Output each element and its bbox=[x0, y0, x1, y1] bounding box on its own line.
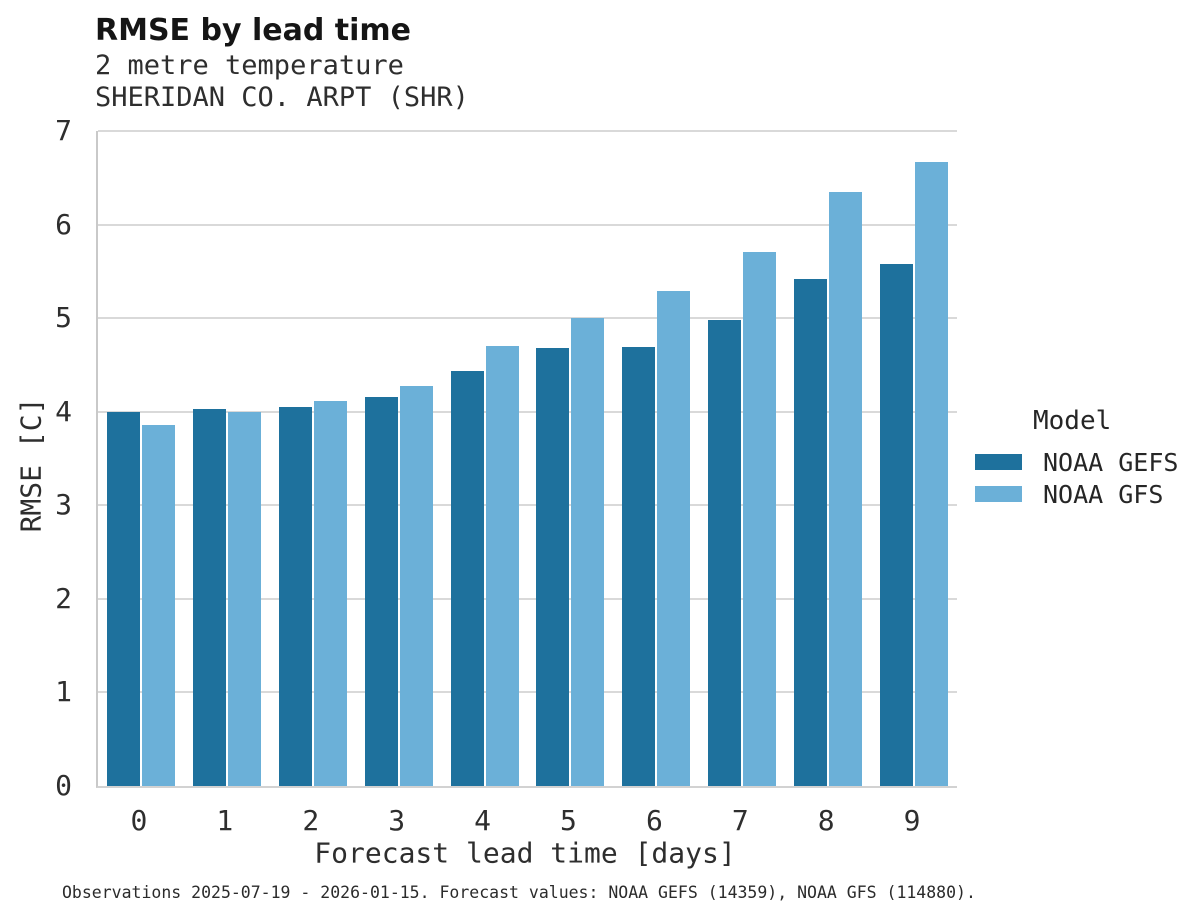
legend-items: NOAA GEFS NOAA GFS bbox=[975, 446, 1178, 510]
bar-group-lead-5 bbox=[528, 318, 614, 786]
y-tick-label-5: 5 bbox=[55, 301, 72, 335]
y-tick-label-3: 3 bbox=[55, 488, 72, 522]
bar-series-container bbox=[98, 131, 957, 786]
x-axis-label: Forecast lead time [days] bbox=[314, 836, 736, 870]
y-tick-label-6: 6 bbox=[55, 207, 72, 241]
gridline-y-3 bbox=[98, 504, 957, 507]
y-tick-label-7: 7 bbox=[55, 114, 72, 147]
x-tick-label-1: 1 bbox=[216, 804, 234, 837]
bar-group-lead-9 bbox=[871, 161, 957, 786]
x-tick-label-7: 7 bbox=[731, 804, 749, 837]
bar-noaa-gefs-lead-5 bbox=[536, 348, 570, 786]
legend-item-noaa-gfs: NOAA GFS bbox=[975, 478, 1178, 510]
bar-noaa-gfs-lead-6 bbox=[657, 291, 691, 786]
x-tick-label-4: 4 bbox=[474, 804, 491, 837]
plot-area bbox=[96, 130, 957, 788]
bar-noaa-gefs-lead-6 bbox=[622, 347, 656, 786]
bar-noaa-gefs-lead-2 bbox=[278, 407, 312, 786]
legend-label: NOAA GEFS bbox=[1043, 447, 1179, 477]
y-tick-label-2: 2 bbox=[55, 581, 72, 615]
y-tick-label-1: 1 bbox=[55, 675, 72, 709]
bar-group-lead-3 bbox=[356, 386, 442, 786]
x-tick-label-0: 0 bbox=[130, 804, 148, 837]
y-tick-label-4: 4 bbox=[55, 394, 72, 428]
gridline-y-6 bbox=[98, 223, 957, 226]
chart-title: RMSE by lead time bbox=[95, 13, 411, 48]
y-axis-ticks: 0 1 2 3 4 5 6 7 bbox=[0, 117, 72, 800]
bar-noaa-gfs-lead-1 bbox=[227, 411, 261, 786]
bar-noaa-gfs-lead-8 bbox=[829, 191, 863, 786]
bar-noaa-gfs-lead-7 bbox=[743, 251, 777, 786]
bar-noaa-gfs-lead-4 bbox=[485, 346, 519, 786]
y-axis-label: RMSE [C] bbox=[14, 397, 48, 533]
x-tick-label-3: 3 bbox=[388, 804, 406, 837]
x-tick-label-2: 2 bbox=[302, 804, 320, 837]
footer-caption: Observations 2025-07-19 - 2026-01-15. Fo… bbox=[62, 883, 976, 902]
legend-item-noaa-gefs: NOAA GEFS bbox=[975, 446, 1178, 478]
legend: Model NOAA GEFS NOAA GFS bbox=[975, 408, 1178, 510]
gridline-y-7 bbox=[98, 130, 957, 132]
bar-group-lead-6 bbox=[613, 291, 699, 786]
gridline-y-5 bbox=[98, 317, 957, 320]
bar-noaa-gefs-lead-7 bbox=[708, 320, 742, 786]
bar-noaa-gfs-lead-9 bbox=[915, 161, 949, 786]
gridline-y-1 bbox=[98, 691, 957, 694]
bar-noaa-gefs-lead-3 bbox=[364, 396, 398, 786]
bar-group-lead-2 bbox=[270, 401, 356, 786]
gridline-y-2 bbox=[98, 597, 957, 600]
bar-noaa-gefs-lead-9 bbox=[880, 263, 914, 786]
bar-noaa-gfs-lead-5 bbox=[571, 318, 605, 786]
gridline-y-4 bbox=[98, 410, 957, 413]
legend-swatch-noaa-gefs bbox=[975, 454, 1022, 470]
bar-group-lead-1 bbox=[184, 408, 270, 786]
chart-subtitle-station: SHERIDAN CO. ARPT (SHR) bbox=[95, 82, 469, 113]
bar-group-lead-0 bbox=[98, 411, 184, 786]
bar-group-lead-4 bbox=[442, 346, 528, 786]
bar-noaa-gefs-lead-4 bbox=[450, 371, 484, 786]
legend-swatch-noaa-gfs bbox=[975, 486, 1022, 502]
x-tick-label-6: 6 bbox=[645, 804, 663, 837]
bar-group-lead-8 bbox=[785, 191, 871, 786]
bar-group-lead-7 bbox=[699, 251, 785, 786]
bar-noaa-gfs-lead-0 bbox=[141, 424, 175, 786]
bar-noaa-gfs-lead-2 bbox=[313, 401, 347, 786]
x-tick-label-9: 9 bbox=[903, 804, 921, 837]
y-tick-label-0: 0 bbox=[55, 769, 72, 802]
legend-label: NOAA GFS bbox=[1043, 479, 1164, 509]
x-tick-label-5: 5 bbox=[560, 804, 577, 837]
bar-noaa-gfs-lead-3 bbox=[399, 386, 433, 786]
chart-subtitle-variable: 2 metre temperature bbox=[95, 50, 404, 81]
bar-noaa-gefs-lead-0 bbox=[106, 411, 140, 786]
bar-noaa-gefs-lead-1 bbox=[192, 408, 226, 786]
legend-title: Model bbox=[1033, 406, 1112, 436]
bar-noaa-gefs-lead-8 bbox=[794, 278, 828, 786]
x-tick-label-8: 8 bbox=[817, 804, 835, 837]
x-axis-ticks: 0 1 2 3 4 5 6 7 8 9 bbox=[96, 807, 955, 835]
